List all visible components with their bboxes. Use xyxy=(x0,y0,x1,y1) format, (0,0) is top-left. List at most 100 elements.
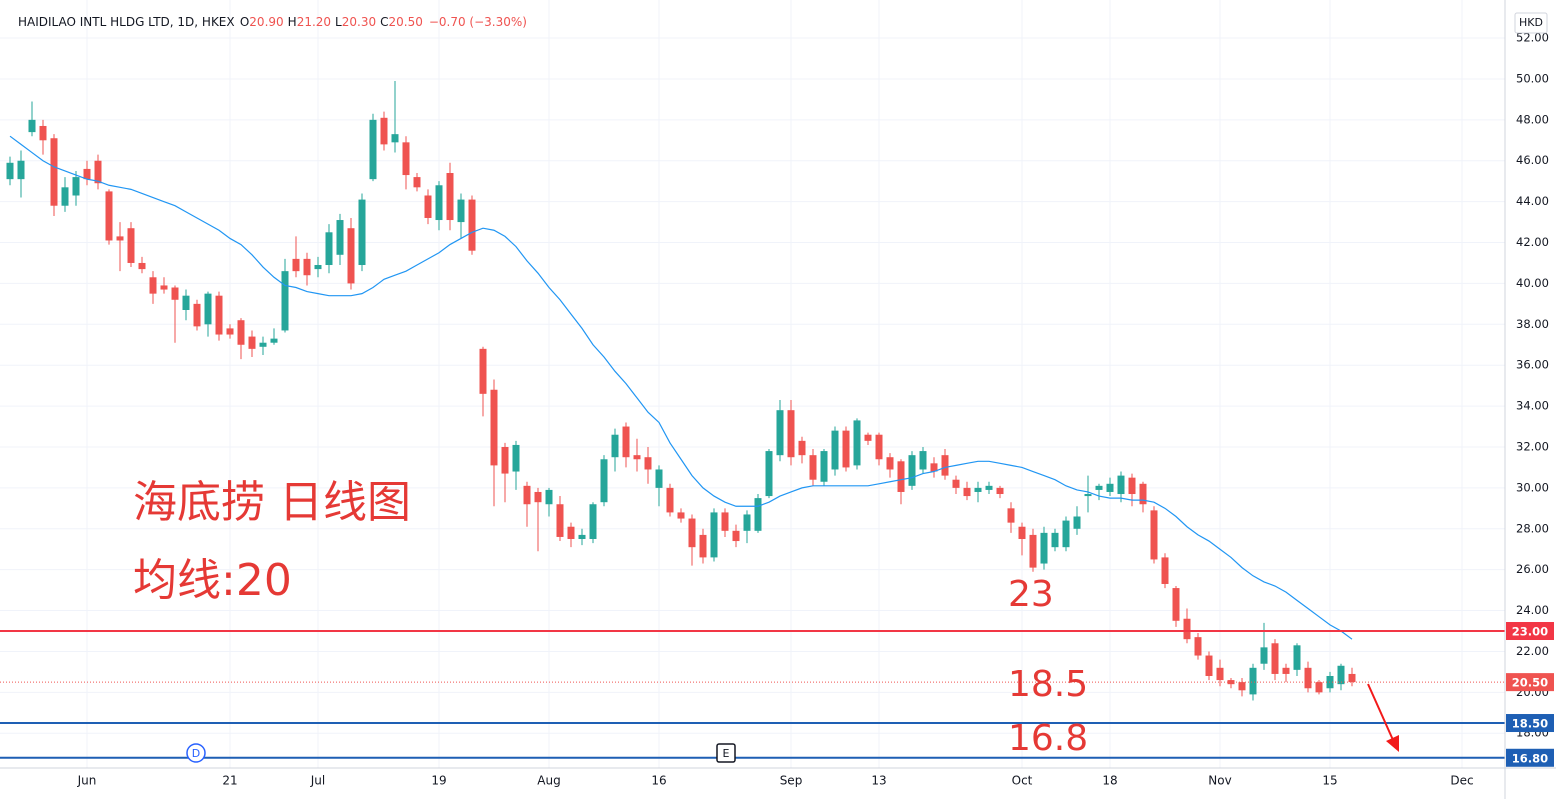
x-tick-label: 15 xyxy=(1322,774,1337,788)
candle-body xyxy=(886,457,894,470)
level-label: 23.00 xyxy=(1512,625,1548,639)
candle-body xyxy=(1040,532,1048,564)
ohlc-value: 20.50 xyxy=(388,15,422,29)
candle-body xyxy=(1282,667,1290,674)
y-tick-label: 50.00 xyxy=(1516,71,1549,85)
candle-body xyxy=(490,389,498,466)
candle-body xyxy=(303,258,311,276)
candle-body xyxy=(28,119,36,133)
candle-body xyxy=(985,485,993,490)
event-earnings[interactable] xyxy=(716,743,736,763)
candle-body xyxy=(655,469,663,488)
candle-body xyxy=(611,434,619,458)
y-tick-label: 42.00 xyxy=(1516,235,1549,249)
candle-body xyxy=(6,162,14,180)
candle-body xyxy=(1216,667,1224,681)
candle-body xyxy=(116,236,124,241)
candle-body xyxy=(1194,637,1202,656)
candle-body xyxy=(138,262,146,270)
candle-body xyxy=(1062,520,1070,548)
candle-body xyxy=(567,526,575,539)
candle-body xyxy=(39,125,47,141)
candle-body xyxy=(1271,643,1279,674)
candle-body xyxy=(1172,588,1180,621)
ohlc-key: L xyxy=(335,15,342,29)
candle-body xyxy=(721,512,729,531)
candle-body xyxy=(171,287,179,300)
candle-body xyxy=(743,514,751,531)
y-tick-label: 28.00 xyxy=(1516,521,1549,535)
annotation: 均线:20 xyxy=(133,555,292,606)
candle-body xyxy=(292,258,300,272)
candle-body xyxy=(798,440,806,456)
candle-body xyxy=(369,119,377,180)
candle-body xyxy=(831,430,839,470)
event-dividend[interactable] xyxy=(186,743,206,763)
candle-body xyxy=(523,485,531,505)
candle-body xyxy=(226,328,234,335)
candle-body xyxy=(358,199,366,266)
candle-body xyxy=(380,117,388,145)
candle-body xyxy=(94,160,102,184)
x-tick-label: Sep xyxy=(780,774,803,788)
candle-body xyxy=(699,534,707,558)
level-label-box xyxy=(1506,622,1554,641)
candle-body xyxy=(809,455,817,480)
candle-body xyxy=(776,410,784,456)
annotation: 海底捞 日线图 xyxy=(133,477,411,528)
y-tick-label: 32.00 xyxy=(1516,439,1549,453)
candle-body xyxy=(1293,645,1301,670)
candle-body xyxy=(1051,532,1059,548)
plot xyxy=(0,80,1505,759)
y-tick-label: 44.00 xyxy=(1516,194,1549,208)
candle-body xyxy=(1128,477,1136,495)
candle-body xyxy=(402,142,410,176)
candle-body xyxy=(479,348,487,394)
candle-body xyxy=(897,461,905,492)
annotation: 16.8 xyxy=(1008,718,1088,759)
candle-body xyxy=(578,534,586,539)
candle-body xyxy=(754,498,762,531)
ohlc-key: C xyxy=(380,15,388,29)
x-tick-label: 16 xyxy=(651,774,666,788)
candle-body xyxy=(1205,655,1213,676)
candle-body xyxy=(1007,508,1015,523)
candle-body xyxy=(204,293,212,325)
candle-body xyxy=(193,303,201,327)
candle-body xyxy=(545,489,553,505)
x-tick-label: Aug xyxy=(537,774,560,788)
candle-body xyxy=(1260,647,1268,664)
candle-body xyxy=(1249,667,1257,695)
candle-body xyxy=(72,177,80,196)
candle-body xyxy=(105,191,113,241)
level-label: 16.80 xyxy=(1512,751,1548,765)
y-tick-label: 26.00 xyxy=(1516,562,1549,576)
x-tick-label: 13 xyxy=(871,774,886,788)
candle-body xyxy=(930,463,938,472)
candle-body xyxy=(1084,494,1092,497)
header: HAIDILAO INTL HLDG LTD, 1D, HKEX O20.90 H2… xyxy=(18,15,527,29)
candle-body xyxy=(787,410,795,458)
candle-body xyxy=(534,491,542,503)
candle-body xyxy=(842,430,850,468)
arrow xyxy=(1367,683,1394,741)
candle-body xyxy=(215,295,223,335)
candle-body xyxy=(347,228,355,284)
candle-body xyxy=(17,160,25,180)
event-label: D xyxy=(192,747,200,760)
grid xyxy=(0,0,1505,768)
candle-body xyxy=(1161,557,1169,584)
candle-body xyxy=(919,451,927,470)
candle-body xyxy=(974,487,982,492)
header-title: HAIDILAO INTL HLDG LTD, 1D, HKEX xyxy=(18,15,234,29)
candle-body xyxy=(182,295,190,310)
candle-body xyxy=(325,232,333,266)
candle-body xyxy=(270,338,278,343)
candle-body xyxy=(1337,665,1345,685)
candle-body xyxy=(149,277,157,294)
candle-body xyxy=(127,228,135,263)
candle-body xyxy=(501,446,509,474)
candle-body xyxy=(875,434,883,460)
candle-body xyxy=(457,199,465,223)
x-tick-label: Dec xyxy=(1450,774,1473,788)
